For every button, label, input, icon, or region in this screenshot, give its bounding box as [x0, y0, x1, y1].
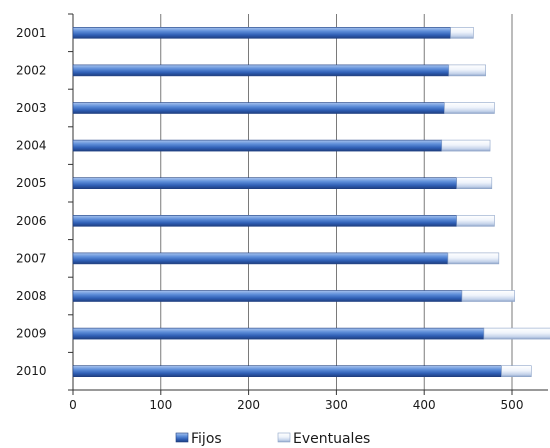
bar-fijos-2004 [72, 139, 443, 152]
gridlines [160, 14, 513, 390]
y-tick-label: 2002 [16, 63, 47, 77]
y-tick-labels: 2001 2002 2003 2004 2005 2006 2007 2008 2009 2010 [16, 26, 47, 378]
y-tick-label: 2001 [16, 26, 47, 40]
y-tick-label: 2008 [16, 289, 47, 303]
x-tick-label: 100 [149, 398, 172, 412]
bar-fijos-2002 [72, 64, 450, 77]
x-tick-label: 400 [413, 398, 436, 412]
y-tick-label: 2007 [16, 251, 47, 265]
bar-eventuales-2005 [456, 177, 493, 189]
x-tick-label: 200 [237, 398, 260, 412]
legend-swatch-eventuales [277, 432, 291, 443]
bar-eventuales-2002 [448, 64, 486, 77]
x-tick-label: 0 [69, 398, 77, 412]
bar-eventuales-2009 [483, 327, 550, 340]
bar-eventuales-2008 [461, 290, 515, 302]
x-tick-label: 300 [325, 398, 348, 412]
y-tick-label: 2003 [16, 101, 47, 115]
bar-eventuales-2001 [450, 26, 474, 39]
bar-fijos-2009 [72, 327, 485, 340]
bar-fijos-2007 [72, 252, 449, 265]
y-tick-label: 2010 [16, 364, 47, 378]
bar-fijos-2005 [72, 177, 457, 189]
x-tick-labels: 0 100 200 300 400 500 [69, 398, 523, 412]
bar-fijos-2001 [72, 26, 451, 39]
y-tick-label: 2009 [16, 327, 47, 341]
bar-fijos-2008 [72, 290, 463, 302]
x-tick-label: 500 [501, 398, 524, 412]
bar-eventuales-2010 [501, 365, 532, 378]
legend: Fijos Eventuales [175, 431, 370, 447]
bars [72, 26, 550, 378]
bar-eventuales-2006 [456, 215, 495, 227]
bar-eventuales-2004 [441, 139, 491, 152]
y-tick-label: 2004 [16, 139, 47, 153]
legend-swatch-fijos [175, 432, 189, 443]
legend-label-fijos: Fijos [191, 431, 222, 447]
legend-label-eventuales: Eventuales [293, 431, 370, 447]
bar-fijos-2006 [72, 215, 457, 227]
bar-fijos-2010 [72, 365, 502, 378]
y-tick-label: 2006 [16, 214, 47, 228]
bar-eventuales-2007 [447, 252, 500, 265]
y-tick-label: 2005 [16, 176, 47, 190]
axes [68, 13, 548, 395]
bar-fijos-2003 [72, 102, 445, 114]
bar-eventuales-2003 [444, 102, 495, 114]
